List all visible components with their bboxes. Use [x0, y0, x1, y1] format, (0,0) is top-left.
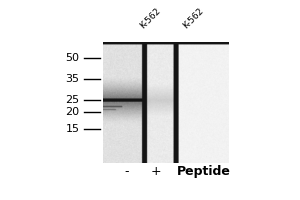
Text: K-562: K-562	[182, 6, 206, 30]
Text: K-562: K-562	[139, 6, 163, 30]
Text: -: -	[125, 165, 129, 178]
Text: 35: 35	[65, 74, 79, 84]
Text: +: +	[151, 165, 161, 178]
Text: 50: 50	[65, 53, 79, 63]
Text: 25: 25	[65, 95, 79, 105]
Text: 20: 20	[65, 107, 79, 117]
Text: 15: 15	[65, 124, 79, 134]
Text: Peptide: Peptide	[177, 165, 231, 178]
